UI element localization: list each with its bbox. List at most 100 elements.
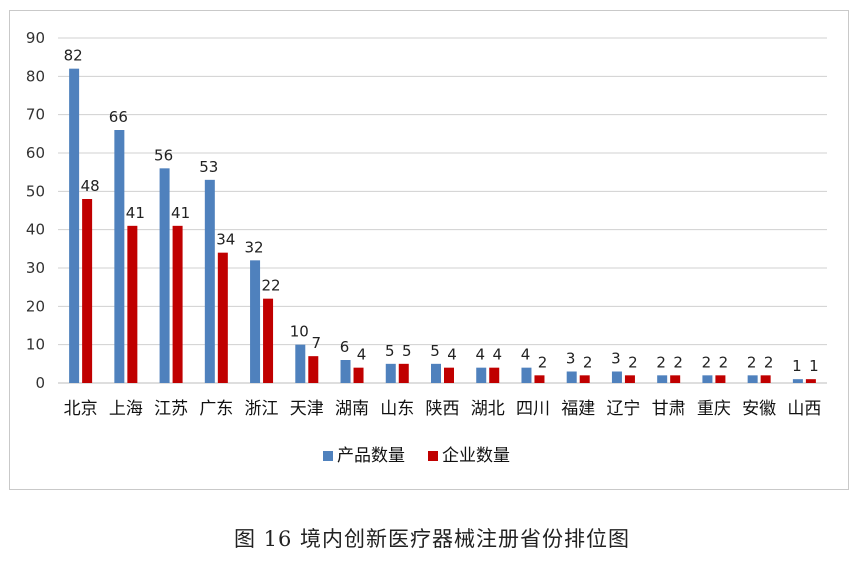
data-label: 2 <box>764 353 774 371</box>
bar-company <box>217 252 228 383</box>
legend-swatch <box>428 451 438 461</box>
data-label: 34 <box>216 231 235 249</box>
bar-company <box>127 225 138 383</box>
y-tick-label: 70 <box>26 106 45 124</box>
x-tick-label: 山东 <box>380 399 414 419</box>
data-label: 4 <box>475 346 485 364</box>
bar-product <box>340 360 351 383</box>
bar-company <box>579 375 590 383</box>
bar-product <box>792 379 803 383</box>
x-tick-label: 山西 <box>787 399 821 419</box>
data-label: 53 <box>199 158 218 176</box>
bar-company <box>715 375 726 383</box>
data-label: 2 <box>656 353 666 371</box>
bar-company <box>172 225 183 383</box>
data-label: 5 <box>385 342 395 360</box>
data-label: 1 <box>792 357 802 375</box>
legend-label: 产品数量 <box>337 446 405 466</box>
x-tick-label: 湖南 <box>335 399 369 419</box>
x-tick-label: 广东 <box>199 399 233 419</box>
data-label: 2 <box>628 353 638 371</box>
data-label: 41 <box>171 204 190 222</box>
data-label: 2 <box>583 353 593 371</box>
bar-company <box>624 375 635 383</box>
bar-company <box>534 375 545 383</box>
data-label: 22 <box>262 277 281 295</box>
x-tick-label: 甘肃 <box>652 399 686 419</box>
y-tick-label: 0 <box>35 374 45 392</box>
y-tick-label: 80 <box>26 67 45 85</box>
x-tick-label: 重庆 <box>697 399 731 419</box>
bar-product <box>69 68 80 384</box>
bar-product <box>657 375 668 383</box>
bar-company <box>670 375 681 383</box>
bar-product <box>747 375 758 383</box>
x-tick-label: 北京 <box>64 399 98 419</box>
bar-product <box>521 367 532 383</box>
data-label: 2 <box>702 353 712 371</box>
bar-product <box>114 130 125 383</box>
y-tick-label: 30 <box>26 259 45 277</box>
x-tick-label: 四川 <box>516 399 550 419</box>
data-label: 7 <box>312 334 322 352</box>
y-tick-label: 40 <box>26 221 45 239</box>
data-label: 4 <box>492 346 502 364</box>
data-label: 10 <box>290 323 309 341</box>
data-label: 66 <box>109 108 128 126</box>
bar-company <box>805 379 816 383</box>
x-tick-label: 浙江 <box>245 399 279 419</box>
bar-product <box>295 344 306 383</box>
bar-product <box>159 168 170 383</box>
y-tick-label: 60 <box>26 144 45 162</box>
bar-product <box>431 363 441 383</box>
data-label: 4 <box>357 346 367 364</box>
x-tick-label: 福建 <box>561 399 595 419</box>
bar-company <box>760 375 771 383</box>
data-label: 32 <box>245 238 264 256</box>
bar-product <box>566 371 577 383</box>
data-label: 2 <box>673 353 683 371</box>
bar-company <box>444 367 454 383</box>
x-tick-label: 辽宁 <box>606 399 640 419</box>
bar-company <box>489 367 500 383</box>
x-tick-label: 湖北 <box>471 399 505 419</box>
x-tick-label: 上海 <box>109 399 143 419</box>
legend-label: 企业数量 <box>442 446 510 466</box>
data-label: 41 <box>126 204 145 222</box>
data-label: 2 <box>719 353 729 371</box>
data-label: 4 <box>447 346 457 364</box>
bar-product <box>611 371 622 383</box>
y-tick-label: 90 <box>26 29 45 47</box>
chart-frame <box>9 10 849 490</box>
bar-company <box>398 363 409 383</box>
bar-company <box>308 356 319 383</box>
x-tick-label: 江苏 <box>154 399 188 419</box>
x-tick-label: 安徽 <box>742 399 776 419</box>
data-label: 5 <box>402 342 412 360</box>
bar-product <box>476 367 487 383</box>
data-label: 3 <box>611 350 621 368</box>
data-label: 4 <box>521 346 531 364</box>
y-tick-label: 10 <box>26 336 45 354</box>
data-label: 3 <box>566 350 576 368</box>
bar-chart: 01020304050607080908248北京6641上海5641江苏533… <box>26 29 827 466</box>
data-label: 5 <box>430 342 440 360</box>
data-label: 1 <box>809 357 819 375</box>
legend-swatch <box>323 451 333 461</box>
figure-caption: 图 16 境内创新医疗器械注册省份排位图 <box>233 527 631 551</box>
bar-product <box>250 260 261 383</box>
x-tick-label: 陕西 <box>426 399 460 419</box>
bar-product <box>385 363 396 383</box>
bar-company <box>82 199 93 383</box>
data-label: 56 <box>154 146 173 164</box>
bar-product <box>204 179 215 383</box>
data-label: 2 <box>747 353 757 371</box>
y-tick-label: 50 <box>26 182 45 200</box>
bar-product <box>702 375 713 383</box>
bar-company <box>263 298 274 383</box>
y-tick-label: 20 <box>26 297 45 315</box>
data-label: 6 <box>340 338 350 356</box>
data-label: 48 <box>81 177 100 195</box>
data-label: 2 <box>538 353 548 371</box>
x-tick-label: 天津 <box>290 399 324 419</box>
